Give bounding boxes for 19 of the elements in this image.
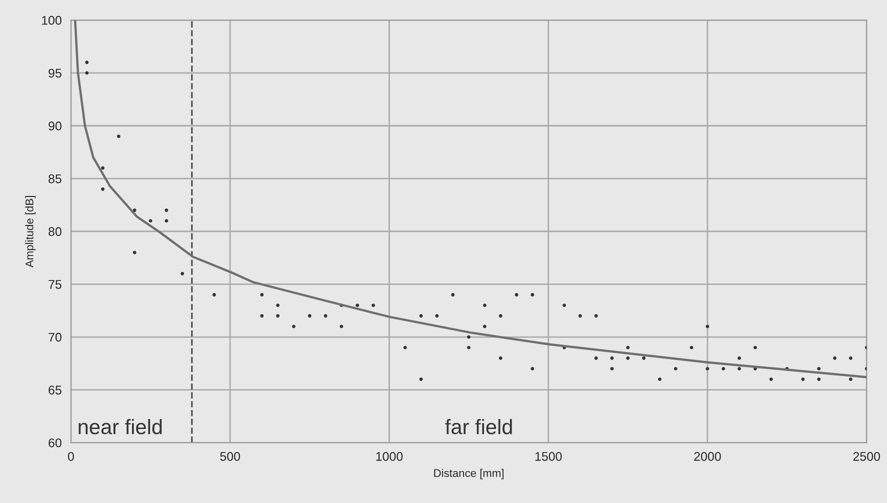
x-tick-label: 500	[220, 452, 240, 461]
y-tick-label: 85	[48, 174, 62, 184]
y-tick-label: 100	[42, 16, 62, 25]
y-tick-label: 60	[48, 438, 62, 448]
x-tick-label: 2500	[853, 452, 880, 461]
annotation: near field	[78, 418, 162, 434]
y-tick-label: 65	[48, 386, 62, 394]
x-tick-label: 1000	[376, 452, 403, 461]
x-tick-label: 0	[68, 452, 74, 461]
y-tick-label: 80	[48, 227, 62, 236]
y-tick-label: 95	[48, 68, 62, 78]
x-tick-label: 1500	[535, 452, 562, 461]
y-axis-title: Amplitude [dB]	[25, 196, 36, 268]
y-tick-label: 90	[48, 122, 62, 130]
y-tick-label: 70	[48, 332, 62, 342]
y-tick-label: 75	[48, 280, 62, 289]
annotation: far field	[445, 418, 512, 434]
x-tick-label: 2000	[694, 452, 721, 461]
x-axis-title: Distance [mm]	[434, 468, 504, 480]
